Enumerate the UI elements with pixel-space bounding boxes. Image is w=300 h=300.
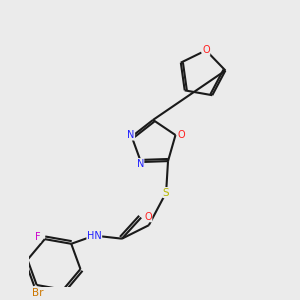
Text: S: S: [163, 188, 169, 198]
Text: Br: Br: [32, 288, 44, 298]
Text: O: O: [144, 212, 152, 222]
Text: F: F: [35, 232, 41, 242]
Text: O: O: [202, 45, 210, 56]
Text: HN: HN: [87, 231, 102, 241]
Text: O: O: [178, 130, 185, 140]
Text: N: N: [127, 130, 135, 140]
Text: N: N: [136, 159, 144, 169]
